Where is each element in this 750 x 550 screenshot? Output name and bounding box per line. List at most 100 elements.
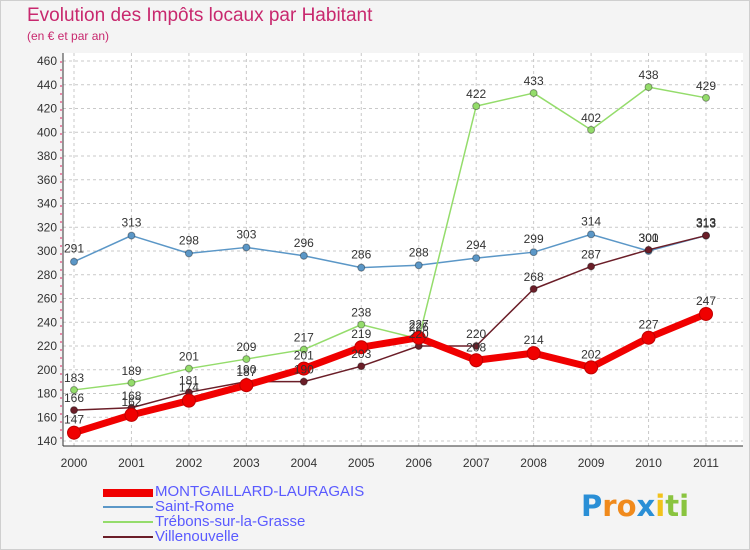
data-label: 429 — [696, 79, 716, 93]
data-point — [184, 364, 193, 373]
data-label: 208 — [466, 340, 486, 354]
data-label: 168 — [121, 389, 141, 403]
logo-letter: r — [602, 489, 617, 523]
x-tick-label: 2000 — [61, 456, 88, 470]
data-point — [70, 385, 78, 394]
data-point — [127, 378, 136, 387]
data-label: 303 — [236, 227, 256, 241]
data-point — [70, 257, 78, 266]
data-point — [472, 342, 481, 350]
data-label: 189 — [121, 364, 141, 378]
data-label: 288 — [409, 245, 429, 259]
data-label: 238 — [351, 306, 371, 320]
data-point — [529, 89, 538, 98]
series-line — [73, 86, 707, 391]
data-point — [644, 83, 653, 92]
data-label: 226 — [409, 320, 429, 334]
data-point — [529, 248, 538, 257]
data-label: 433 — [524, 74, 544, 88]
y-tick-label: 240 — [37, 315, 57, 329]
data-label: 291 — [64, 242, 84, 256]
logo-letter: P — [581, 489, 603, 523]
x-tick-label: 2007 — [463, 456, 490, 470]
data-point — [587, 262, 596, 271]
logo-letter: i — [679, 489, 690, 523]
data-point — [181, 393, 196, 408]
data-label: 220 — [409, 327, 429, 341]
data-label: 147 — [64, 413, 84, 427]
y-tick-label: 460 — [37, 54, 57, 68]
data-point — [357, 362, 366, 371]
data-label: 313 — [696, 216, 716, 230]
legend-swatch-trebons — [103, 521, 153, 523]
x-tick-label: 2003 — [233, 456, 260, 470]
data-label: 268 — [524, 270, 544, 284]
y-tick-label: 160 — [37, 410, 57, 424]
data-point — [354, 340, 369, 355]
data-label: 299 — [524, 232, 544, 246]
y-tick-label: 320 — [37, 220, 57, 234]
legend-label-saint-rome: Saint-Rome — [155, 498, 235, 515]
data-label: 181 — [179, 373, 199, 387]
data-point — [70, 406, 78, 415]
y-tick-label: 260 — [37, 292, 57, 306]
legend-swatch-villenouvelle — [103, 536, 153, 538]
data-label: 166 — [64, 391, 84, 405]
data-label: 203 — [351, 347, 371, 361]
data-point — [124, 407, 139, 422]
proxiti-logo: Proxiti — [581, 489, 689, 523]
legend-swatch-montgaillard — [103, 489, 153, 497]
logo-letter: t — [665, 489, 680, 523]
x-tick-label: 2006 — [405, 456, 432, 470]
series-line — [73, 233, 707, 269]
data-label: 298 — [179, 233, 199, 247]
legend-swatch-saint-rome — [103, 506, 153, 508]
x-tick-label: 2008 — [520, 456, 547, 470]
data-point — [357, 320, 366, 329]
data-point — [67, 425, 81, 440]
series-line — [70, 310, 710, 437]
data-label: 296 — [294, 236, 314, 250]
chart-title: Evolution des Impôts locaux par Habitant — [27, 5, 373, 26]
chart-legend: MONTGAILLARD-LAURAGAIS Saint-Rome Trébon… — [103, 483, 403, 545]
data-point — [587, 125, 596, 134]
data-point — [299, 251, 308, 260]
data-point — [357, 263, 366, 272]
data-label: 422 — [466, 87, 486, 101]
x-tick-label: 2010 — [635, 456, 662, 470]
y-tick-label: 420 — [37, 102, 57, 116]
series-line — [73, 234, 707, 411]
legend-item: Villenouvelle — [103, 528, 403, 545]
y-tick-label: 280 — [37, 268, 57, 282]
data-point — [584, 360, 599, 375]
y-tick-label: 360 — [37, 173, 57, 187]
data-point — [644, 245, 653, 254]
data-label: 190 — [236, 363, 256, 377]
x-tick-label: 2005 — [348, 456, 375, 470]
data-label: 202 — [581, 347, 601, 361]
x-tick-label: 2001 — [118, 456, 145, 470]
data-label: 287 — [581, 247, 601, 261]
y-tick-label: 380 — [37, 149, 57, 163]
data-point — [411, 330, 426, 345]
data-point — [127, 231, 136, 240]
data-label: 201 — [179, 350, 199, 364]
data-point — [472, 102, 481, 111]
data-point — [472, 254, 481, 263]
data-point — [239, 378, 254, 393]
data-label: 190 — [294, 363, 314, 377]
data-label: 174 — [179, 381, 199, 395]
data-point — [702, 93, 710, 102]
data-label: 300 — [639, 231, 659, 245]
data-point — [299, 345, 308, 354]
data-label: 314 — [581, 214, 601, 228]
legend-item: Trébons-sur-la-Grasse — [103, 513, 403, 530]
data-label: 313 — [121, 216, 141, 230]
legend-label-montgaillard: MONTGAILLARD-LAURAGAIS — [155, 483, 365, 500]
legend-item: Saint-Rome — [103, 498, 403, 515]
data-point — [641, 330, 656, 345]
data-point — [296, 361, 311, 376]
data-label: 183 — [64, 371, 84, 385]
